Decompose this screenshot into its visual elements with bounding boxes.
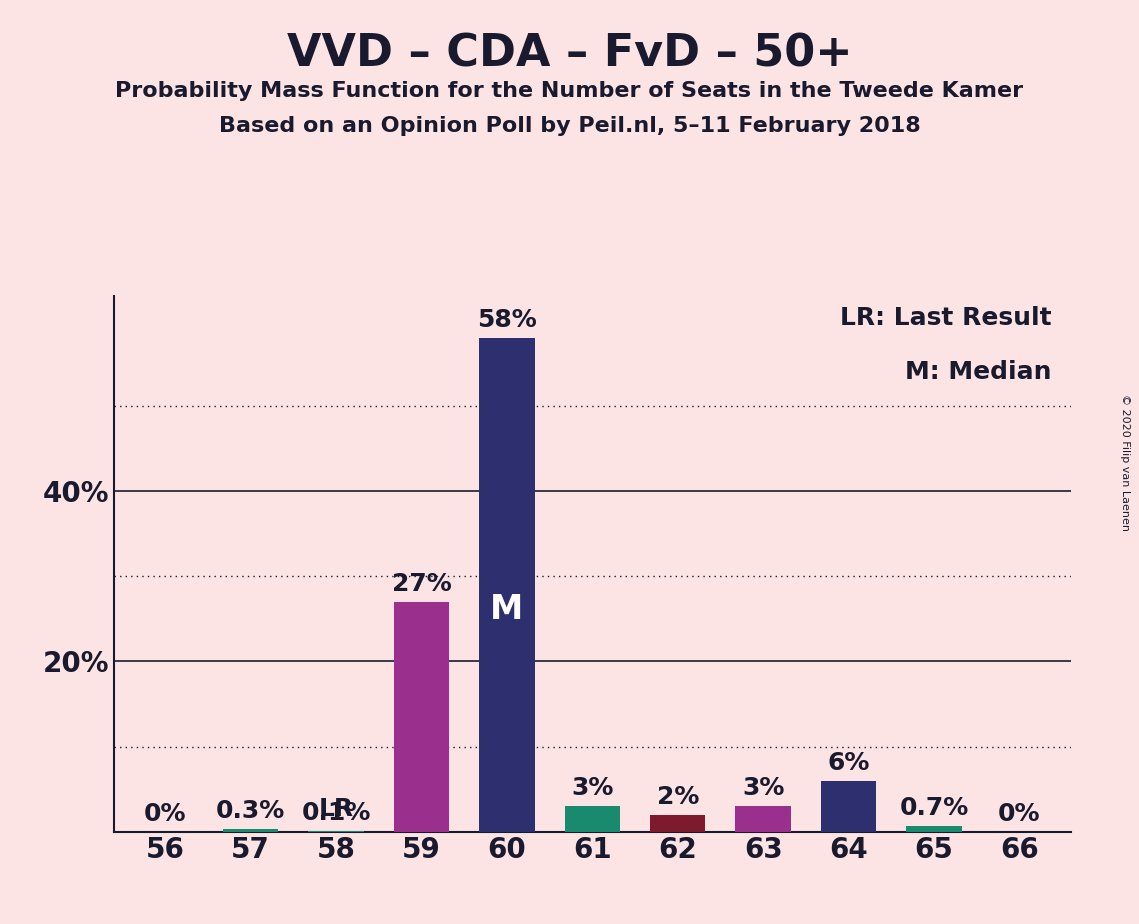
Text: M: M xyxy=(490,593,524,626)
Bar xyxy=(650,815,705,832)
Text: 6%: 6% xyxy=(827,750,870,774)
Text: 3%: 3% xyxy=(571,776,614,800)
Bar xyxy=(394,602,449,832)
Text: M: Median: M: Median xyxy=(906,360,1051,384)
Bar xyxy=(821,781,876,832)
Text: © 2020 Filip van Laenen: © 2020 Filip van Laenen xyxy=(1120,394,1130,530)
Text: Probability Mass Function for the Number of Seats in the Tweede Kamer: Probability Mass Function for the Number… xyxy=(115,81,1024,102)
Text: 0.3%: 0.3% xyxy=(216,799,285,823)
Text: 27%: 27% xyxy=(392,572,451,596)
Text: 0%: 0% xyxy=(144,802,187,826)
Bar xyxy=(565,806,620,832)
Text: LR: Last Result: LR: Last Result xyxy=(839,307,1051,331)
Bar xyxy=(907,826,961,832)
Bar xyxy=(223,829,278,832)
Bar xyxy=(736,806,790,832)
Text: 3%: 3% xyxy=(741,776,785,800)
Text: 0%: 0% xyxy=(998,802,1041,826)
Text: 0.7%: 0.7% xyxy=(900,796,968,820)
Text: Based on an Opinion Poll by Peil.nl, 5–11 February 2018: Based on an Opinion Poll by Peil.nl, 5–1… xyxy=(219,116,920,136)
Text: LR: LR xyxy=(319,796,353,821)
Text: VVD – CDA – FvD – 50+: VVD – CDA – FvD – 50+ xyxy=(287,32,852,76)
Bar xyxy=(480,338,534,832)
Text: 0.1%: 0.1% xyxy=(302,801,370,825)
Text: 58%: 58% xyxy=(477,309,536,333)
Text: 2%: 2% xyxy=(656,784,699,808)
